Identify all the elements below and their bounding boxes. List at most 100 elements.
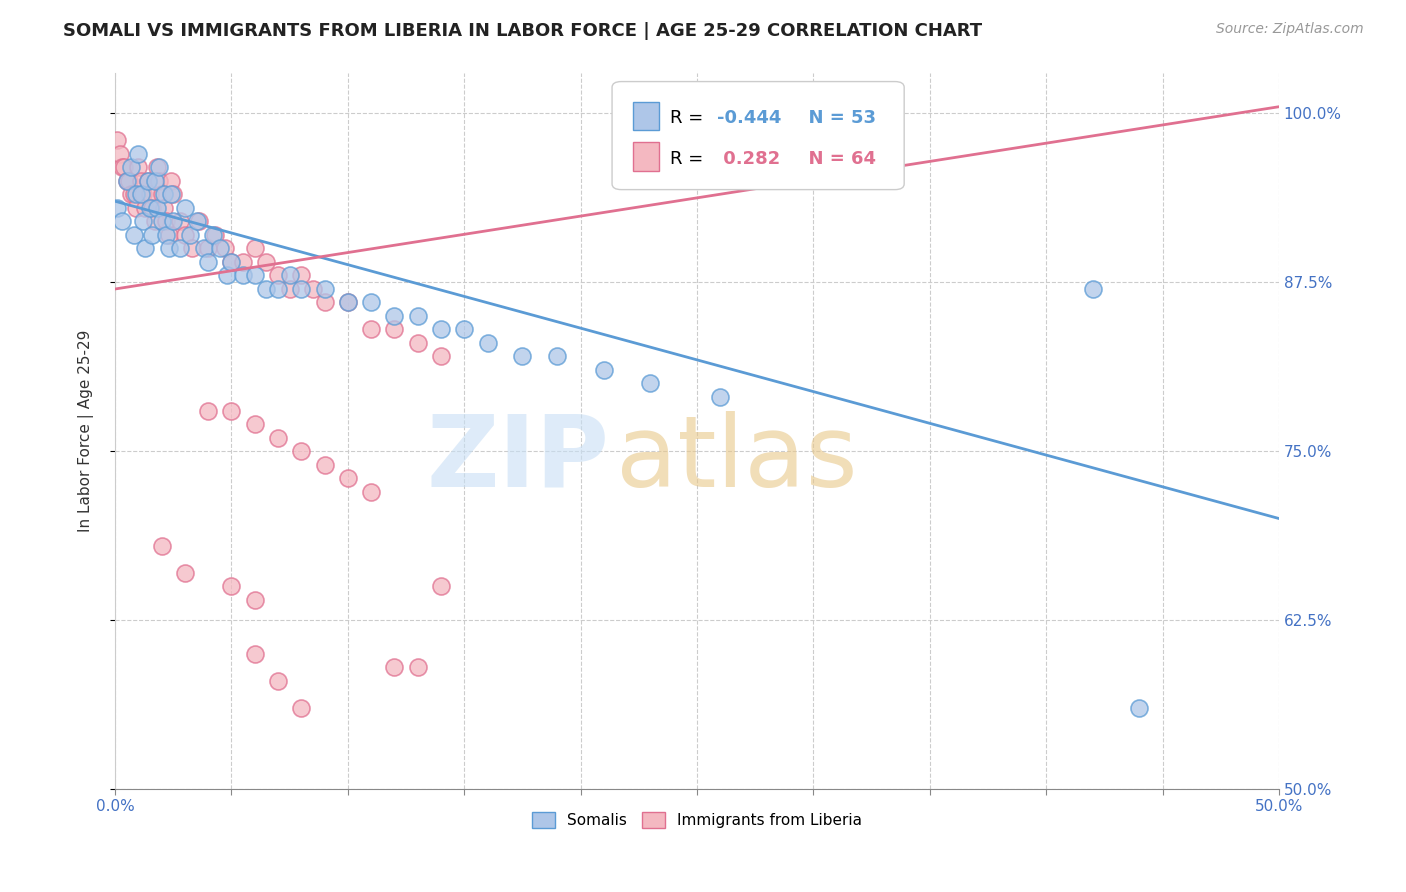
Point: [546, 350, 568, 364]
Point: [254, 282, 277, 296]
Point: [267, 282, 290, 296]
Point: [384, 309, 406, 323]
Text: SOMALI VS IMMIGRANTS FROM LIBERIA IN LABOR FORCE | AGE 25-29 CORRELATION CHART: SOMALI VS IMMIGRANTS FROM LIBERIA IN LAB…: [63, 22, 983, 40]
Point: [148, 161, 170, 175]
Text: -0.444: -0.444: [717, 109, 782, 127]
Point: [174, 201, 197, 215]
Point: [129, 187, 152, 202]
Point: [146, 201, 169, 215]
Point: [221, 579, 243, 593]
Point: [153, 201, 176, 215]
Point: [267, 430, 290, 444]
Point: [111, 161, 134, 175]
Point: [1128, 700, 1150, 714]
Point: [143, 214, 166, 228]
Text: atlas: atlas: [616, 411, 858, 508]
Point: [201, 227, 224, 242]
Point: [120, 161, 142, 175]
Point: [162, 214, 184, 228]
Text: R =: R =: [671, 109, 709, 127]
Point: [115, 174, 138, 188]
Point: [115, 174, 138, 188]
Point: [120, 187, 142, 202]
Point: [384, 322, 406, 336]
Point: [290, 444, 312, 458]
Point: [267, 673, 290, 688]
Point: [136, 174, 159, 188]
FancyBboxPatch shape: [612, 81, 904, 190]
Point: [215, 268, 238, 283]
Y-axis label: In Labor Force | Age 25-29: In Labor Force | Age 25-29: [79, 329, 94, 532]
Point: [160, 174, 183, 188]
Point: [336, 471, 359, 485]
Text: ZIP: ZIP: [427, 411, 610, 508]
Point: [107, 133, 129, 147]
Point: [157, 227, 180, 242]
Point: [290, 268, 312, 283]
Point: [314, 282, 336, 296]
Point: [118, 174, 141, 188]
Point: [180, 242, 202, 256]
Point: [150, 187, 173, 202]
Point: [141, 201, 163, 215]
Point: [186, 214, 208, 228]
Point: [243, 417, 266, 431]
Point: [254, 255, 277, 269]
Point: [179, 227, 201, 242]
Point: [430, 579, 453, 593]
Point: [221, 403, 243, 417]
Point: [360, 322, 382, 336]
Point: [148, 174, 170, 188]
Point: [127, 161, 149, 175]
Point: [197, 255, 219, 269]
Point: [155, 214, 177, 228]
Point: [278, 282, 301, 296]
Point: [208, 242, 231, 256]
Point: [302, 282, 325, 296]
Point: [125, 201, 148, 215]
Point: [139, 201, 162, 215]
Point: [153, 187, 176, 202]
Point: [111, 214, 134, 228]
Legend: Somalis, Immigrants from Liberia: Somalis, Immigrants from Liberia: [526, 806, 869, 835]
Point: [430, 350, 453, 364]
Point: [107, 201, 129, 215]
Point: [122, 187, 145, 202]
Point: [477, 336, 499, 351]
Point: [336, 295, 359, 310]
Point: [512, 350, 534, 364]
Point: [243, 647, 266, 661]
Text: 0.282: 0.282: [717, 150, 780, 168]
Point: [132, 214, 155, 228]
Point: [267, 268, 290, 283]
Point: [162, 187, 184, 202]
Point: [314, 458, 336, 472]
Point: [155, 227, 177, 242]
Point: [384, 660, 406, 674]
Point: [129, 174, 152, 188]
Point: [150, 539, 173, 553]
Point: [243, 592, 266, 607]
Text: N = 53: N = 53: [796, 109, 876, 127]
Point: [290, 700, 312, 714]
Point: [157, 242, 180, 256]
Text: Source: ZipAtlas.com: Source: ZipAtlas.com: [1216, 22, 1364, 37]
Point: [709, 390, 731, 404]
Point: [243, 268, 266, 283]
Point: [150, 214, 173, 228]
Point: [197, 403, 219, 417]
Point: [169, 214, 191, 228]
Point: [141, 227, 163, 242]
Point: [360, 484, 382, 499]
Point: [640, 376, 662, 391]
Text: N = 64: N = 64: [796, 150, 876, 168]
Point: [132, 187, 155, 202]
Point: [136, 174, 159, 188]
Point: [197, 242, 219, 256]
Point: [174, 227, 197, 242]
Point: [360, 295, 382, 310]
Point: [160, 187, 183, 202]
Point: [314, 295, 336, 310]
Point: [169, 242, 191, 256]
Point: [125, 187, 148, 202]
